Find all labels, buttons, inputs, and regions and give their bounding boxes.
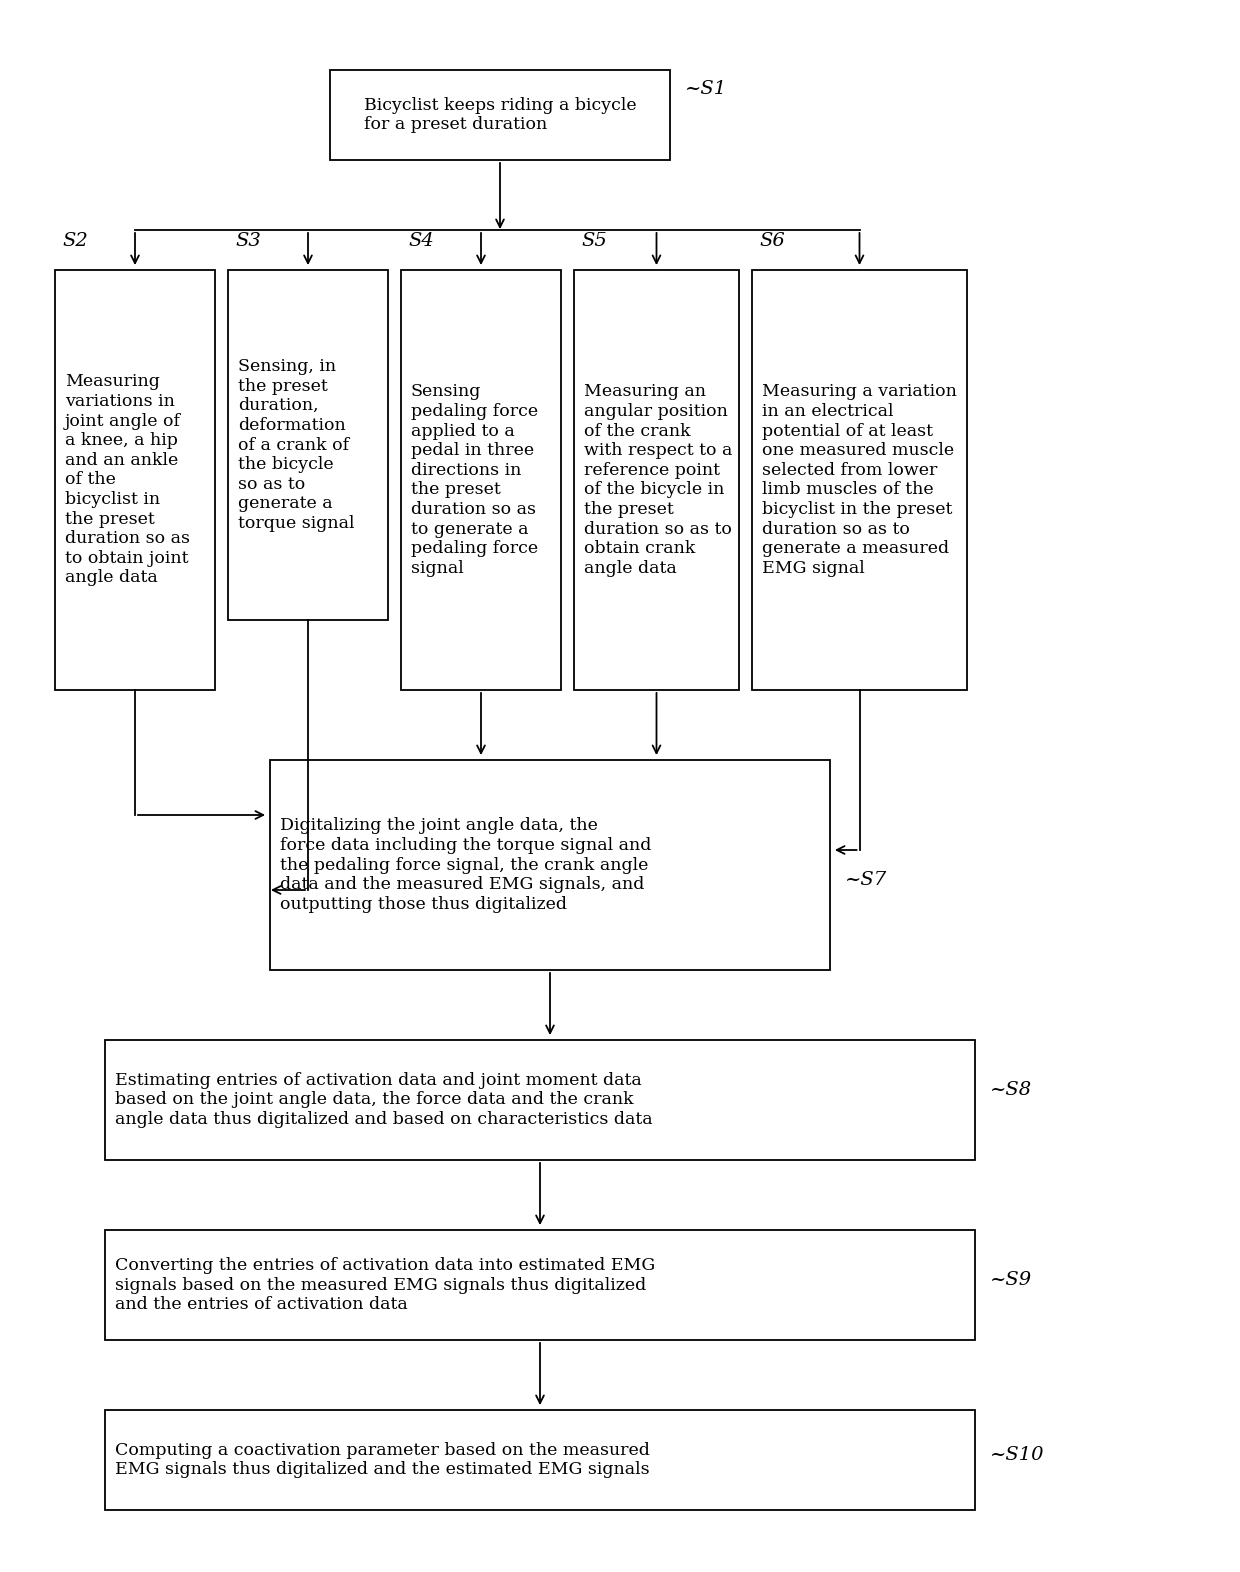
Bar: [55, 270, 215, 690]
Bar: [105, 1041, 975, 1160]
Text: ~S7: ~S7: [844, 871, 887, 890]
Bar: [105, 1229, 975, 1339]
Text: S4: S4: [408, 233, 434, 250]
Text: Measuring a variation
in an electrical
potential of at least
one measured muscle: Measuring a variation in an electrical p…: [763, 384, 957, 577]
Bar: [270, 759, 830, 970]
Text: ~S8: ~S8: [990, 1082, 1032, 1099]
Text: Estimating entries of activation data and joint moment data
based on the joint a: Estimating entries of activation data an…: [115, 1072, 652, 1129]
Text: S6: S6: [759, 233, 785, 250]
Text: Computing a coactivation parameter based on the measured
EMG signals thus digita: Computing a coactivation parameter based…: [115, 1442, 650, 1478]
Text: Digitalizing the joint angle data, the
force data including the torque signal an: Digitalizing the joint angle data, the f…: [280, 817, 651, 913]
Text: Measuring an
angular position
of the crank
with respect to a
reference point
of : Measuring an angular position of the cra…: [584, 384, 733, 577]
Text: ~S9: ~S9: [990, 1272, 1032, 1289]
Text: Measuring
variations in
joint angle of
a knee, a hip
and an ankle
of the
bicycli: Measuring variations in joint angle of a…: [64, 374, 190, 586]
Bar: [105, 1410, 975, 1511]
Text: Bicyclist keeps riding a bicycle
for a preset duration: Bicyclist keeps riding a bicycle for a p…: [363, 97, 636, 134]
Bar: [401, 270, 560, 690]
Bar: [228, 270, 388, 619]
Bar: [574, 270, 739, 690]
Text: S2: S2: [62, 233, 88, 250]
Text: Sensing, in
the preset
duration,
deformation
of a crank of
the bicycle
so as to
: Sensing, in the preset duration, deforma…: [238, 358, 355, 531]
Bar: [330, 71, 670, 160]
Text: ~S10: ~S10: [990, 1446, 1044, 1464]
Bar: [751, 270, 967, 690]
Text: S3: S3: [236, 233, 260, 250]
Text: Converting the entries of activation data into estimated EMG
signals based on th: Converting the entries of activation dat…: [115, 1258, 655, 1313]
Text: ~S1: ~S1: [684, 80, 727, 97]
Text: Sensing
pedaling force
applied to a
pedal in three
directions in
the preset
dura: Sensing pedaling force applied to a peda…: [410, 384, 538, 577]
Text: S5: S5: [582, 233, 606, 250]
